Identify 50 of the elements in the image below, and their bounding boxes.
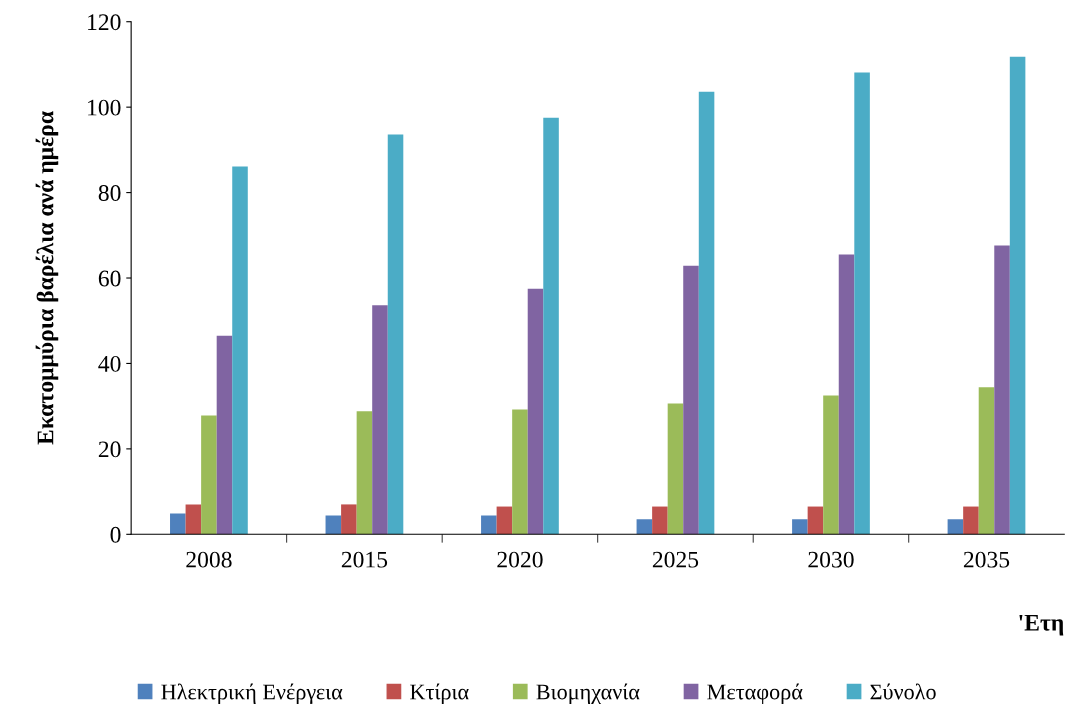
- bar: [185, 504, 202, 535]
- x-axis-title: 'Ετη: [1019, 614, 1064, 636]
- bar: [201, 415, 217, 535]
- bar: [667, 403, 684, 535]
- x-tick-label: 2015: [341, 551, 388, 568]
- bar: [527, 288, 544, 535]
- bar: [216, 335, 233, 535]
- y-tick-label: 0: [110, 526, 121, 543]
- bar: [372, 305, 388, 535]
- x-tick-label: 2030: [808, 551, 854, 568]
- x-tick-label: 2008: [186, 551, 232, 568]
- bar: [356, 411, 373, 535]
- y-tick-label: 40: [98, 355, 121, 372]
- bar: [683, 265, 699, 535]
- y-tick-label: 60: [98, 270, 121, 287]
- bar: [652, 506, 668, 535]
- y-tick-label: 120: [88, 14, 121, 31]
- bar: [807, 506, 824, 535]
- y-axis-title: Εκατομμύρια βαρέλια ανά ημέρα: [35, 111, 59, 445]
- y-tick-label: 20: [98, 441, 121, 458]
- legend-label: Σύνολο: [870, 683, 936, 700]
- y-tick-label: 80: [98, 185, 121, 202]
- y-tick-label: 100: [88, 99, 121, 116]
- bar: [978, 387, 995, 535]
- bar: [325, 515, 342, 535]
- bar: [512, 409, 528, 535]
- x-tick-label: 2020: [497, 551, 543, 568]
- bar: [947, 519, 964, 535]
- bar: [823, 395, 839, 535]
- bar: [387, 134, 404, 535]
- legend-label: Κτίρια: [410, 683, 469, 704]
- bar: [1009, 56, 1026, 535]
- bar: [170, 513, 186, 535]
- bar: [838, 254, 855, 535]
- legend-label: Βιομηχανία: [536, 683, 640, 704]
- bar: [496, 506, 513, 535]
- bar: [792, 519, 808, 535]
- x-tick-label: 2025: [652, 551, 699, 568]
- x-tick-label: 2035: [963, 551, 1010, 568]
- bar: [481, 515, 497, 535]
- bar: [543, 117, 559, 535]
- bar: [232, 166, 248, 535]
- bar: [963, 506, 979, 535]
- legend-label: Μεταφορά: [707, 683, 803, 704]
- bar: [636, 519, 653, 535]
- bar: [854, 72, 870, 535]
- bar: [698, 91, 715, 535]
- bar: [994, 245, 1010, 535]
- legend-label: Ηλεκτρική Ενέργεια: [161, 683, 343, 704]
- bar: [341, 504, 357, 535]
